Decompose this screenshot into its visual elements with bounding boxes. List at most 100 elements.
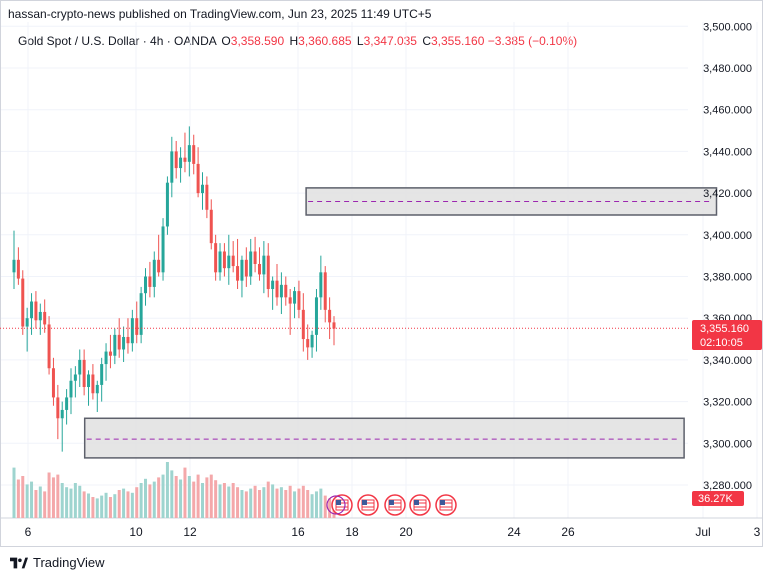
price-tick-label: 3,440.000 bbox=[703, 146, 752, 158]
close-value: 3,355.160 bbox=[431, 34, 485, 48]
open-label: O bbox=[221, 34, 231, 48]
time-tick-label: 24 bbox=[507, 525, 521, 539]
candle-body bbox=[30, 301, 34, 319]
volume-bar bbox=[249, 488, 253, 518]
candle-body bbox=[126, 336, 130, 344]
zones[interactable] bbox=[83, 187, 718, 459]
candle-body bbox=[271, 280, 275, 290]
candle-body bbox=[187, 145, 191, 162]
volume-bar bbox=[196, 474, 200, 518]
candle-body bbox=[43, 311, 47, 325]
volume-bar bbox=[122, 488, 126, 518]
volume-bar bbox=[130, 492, 134, 518]
time-tick-label: 16 bbox=[291, 525, 305, 539]
candle-body bbox=[56, 397, 60, 419]
zone-box-2 bbox=[83, 417, 685, 459]
volume-bar bbox=[187, 476, 191, 518]
volume-bar bbox=[21, 476, 25, 518]
candle-body bbox=[266, 255, 270, 290]
candles bbox=[12, 126, 336, 452]
volume-bar bbox=[301, 485, 305, 518]
volume-bar bbox=[82, 491, 86, 518]
grid bbox=[0, 0, 763, 547]
open-value: 3,358.590 bbox=[230, 34, 285, 48]
candle-body bbox=[148, 276, 152, 287]
candle-body bbox=[205, 184, 209, 210]
candle-body bbox=[214, 243, 218, 273]
price-tick-label: 3,420.000 bbox=[703, 188, 752, 200]
volume-bar bbox=[222, 483, 226, 518]
candle-body bbox=[73, 374, 77, 381]
candle-body bbox=[306, 339, 310, 348]
footer-brand[interactable]: TradingView bbox=[10, 555, 105, 570]
volume-bar bbox=[91, 497, 95, 518]
volume-bar bbox=[192, 481, 196, 518]
time-axis[interactable]: 610121618202426Jul379 bbox=[25, 525, 773, 539]
candle-body bbox=[253, 251, 257, 264]
candle-body bbox=[236, 266, 240, 281]
volume-bar bbox=[43, 491, 47, 518]
volume-bar bbox=[279, 487, 283, 518]
volume-bar bbox=[209, 474, 213, 518]
publisher-line: hassan-crypto-news published on TradingV… bbox=[8, 7, 432, 21]
candle-body bbox=[244, 259, 248, 277]
price-axis[interactable]: 3,280.0003,300.0003,320.0003,340.0003,36… bbox=[703, 21, 752, 492]
price-tick-label: 3,480.000 bbox=[703, 63, 752, 75]
volume-bar bbox=[293, 491, 297, 518]
volume-bar bbox=[218, 484, 222, 518]
volume-bar bbox=[323, 495, 327, 518]
volume-bar bbox=[47, 472, 51, 518]
volume-bar bbox=[16, 479, 20, 518]
volume-bar bbox=[144, 478, 148, 518]
candle-body bbox=[227, 255, 231, 269]
candle-body bbox=[179, 157, 183, 169]
volume-bar bbox=[56, 474, 60, 518]
candle-body bbox=[16, 259, 20, 279]
volume-bar bbox=[69, 488, 73, 518]
price-chart[interactable]: 3,280.000 3,300.000 3,320.000 3,340.000 3,36… bbox=[0, 0, 773, 550]
candle-body bbox=[130, 318, 134, 344]
event-ring-icon bbox=[326, 495, 346, 515]
time-tick-label: 6 bbox=[25, 525, 32, 539]
volume-bar bbox=[104, 492, 108, 518]
close-label: C bbox=[422, 34, 431, 48]
candle-body bbox=[78, 359, 82, 375]
volume-bar bbox=[314, 491, 318, 518]
candle-body bbox=[240, 259, 244, 281]
volume-bar bbox=[12, 467, 16, 518]
candle-body bbox=[275, 280, 279, 298]
time-tick-label: 18 bbox=[345, 525, 359, 539]
candle-body bbox=[310, 334, 314, 348]
candle-body bbox=[262, 255, 266, 275]
candle-body bbox=[34, 301, 38, 321]
candle-body bbox=[218, 251, 222, 273]
high-label: H bbox=[289, 34, 299, 48]
event-flags[interactable] bbox=[326, 494, 457, 516]
candle-body bbox=[108, 351, 112, 356]
candle-body bbox=[161, 226, 165, 273]
high-value: 3,360.685 bbox=[298, 34, 352, 48]
candle-body bbox=[51, 368, 55, 398]
volume-bar bbox=[244, 491, 248, 518]
volume-bar bbox=[328, 498, 332, 518]
volume-bar bbox=[148, 484, 152, 518]
candle-body bbox=[69, 380, 73, 398]
symbol-title[interactable]: Gold Spot / U.S. Dollar · 4h · OANDA bbox=[18, 34, 217, 48]
volume-bar bbox=[310, 494, 314, 518]
candle-body bbox=[314, 297, 318, 335]
time-tick-label: Jul bbox=[695, 525, 710, 539]
price-tick-label: 3,340.000 bbox=[703, 355, 752, 367]
volume-bar bbox=[139, 483, 143, 518]
price-tick-label: 3,280.000 bbox=[703, 480, 752, 492]
candle-body bbox=[328, 309, 332, 323]
volume-bar bbox=[275, 488, 279, 518]
candle-body bbox=[113, 334, 117, 356]
volume-bar bbox=[183, 467, 187, 518]
candle-body bbox=[200, 184, 204, 194]
time-tick-label: 10 bbox=[129, 525, 143, 539]
volume-bar bbox=[231, 483, 235, 518]
volume-bar bbox=[205, 477, 209, 518]
us-event-flag-icon bbox=[331, 494, 353, 516]
volume-bar bbox=[297, 488, 301, 518]
price-tag-bg bbox=[692, 320, 762, 350]
